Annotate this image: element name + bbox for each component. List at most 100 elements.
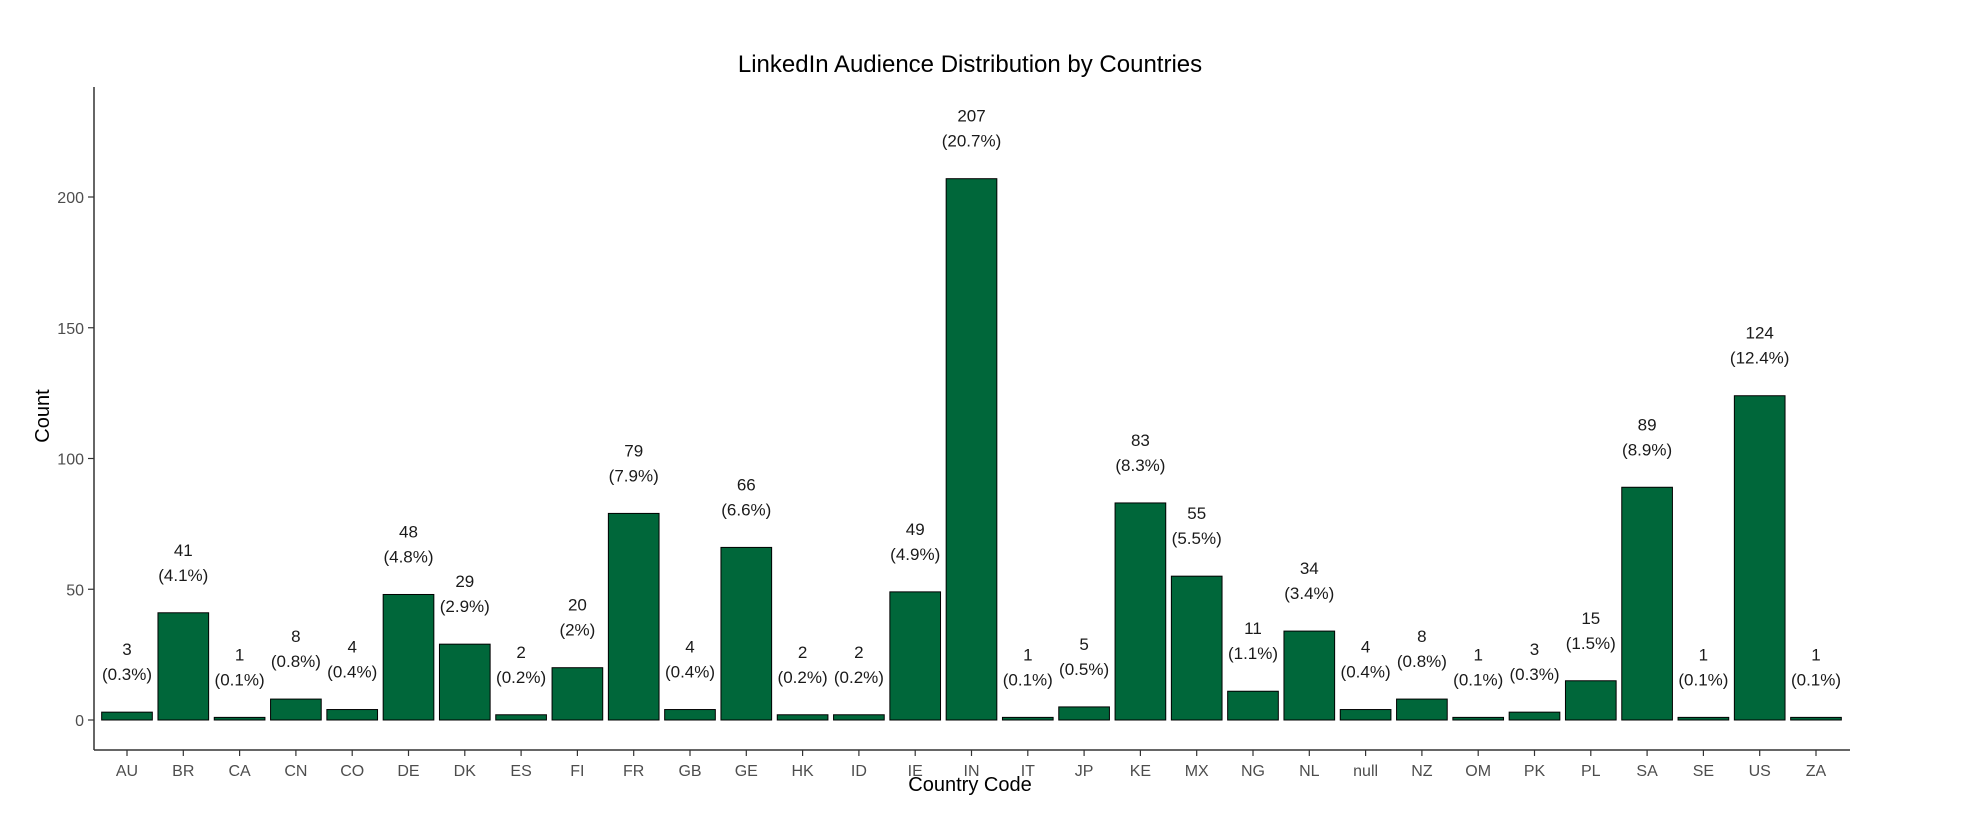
bar-PL bbox=[1564, 680, 1617, 721]
bar-KE bbox=[1114, 502, 1167, 721]
bar-GB bbox=[664, 709, 716, 721]
x-tick-label-HK: HK bbox=[791, 763, 814, 780]
value-label-NL: 34 bbox=[1300, 559, 1319, 578]
percent-label-NG: (1.1%) bbox=[1228, 644, 1278, 663]
percent-label-GB: (0.4%) bbox=[665, 663, 715, 682]
x-tick-label-ID: ID bbox=[851, 763, 867, 780]
y-tick-label-150: 150 bbox=[57, 321, 84, 338]
percent-label-DE: (4.8%) bbox=[383, 547, 433, 566]
bar-ID bbox=[833, 714, 885, 721]
percent-label-CO: (0.4%) bbox=[327, 663, 377, 682]
x-tick-label-GB: GB bbox=[678, 763, 701, 780]
percent-label-AU: (0.3%) bbox=[102, 665, 152, 684]
bar-GE bbox=[720, 546, 773, 721]
x-axis-title: Country Code bbox=[908, 774, 1031, 796]
bar-MX bbox=[1170, 575, 1223, 721]
bar-OM bbox=[1452, 716, 1505, 721]
bar-NL bbox=[1283, 630, 1336, 721]
bar-NZ bbox=[1396, 698, 1448, 721]
axes-layer: AU BR CA CN CO DE DK ES FI FR GB GE HK ID IE IN IT JP KE MX… bbox=[57, 87, 1850, 780]
percent-label-PL: (1.5%) bbox=[1566, 634, 1616, 653]
y-tick-label-50: 50 bbox=[66, 582, 84, 599]
value-label-DK: 29 bbox=[455, 572, 474, 591]
x-tick-label-BR: BR bbox=[172, 763, 194, 780]
percent-label-JP: (0.5%) bbox=[1059, 660, 1109, 679]
percent-label-CA: (0.1%) bbox=[215, 670, 265, 689]
percent-label-IT: (0.1%) bbox=[1003, 670, 1053, 689]
bar-BR bbox=[157, 612, 210, 721]
percent-label-HK: (0.2%) bbox=[778, 668, 828, 687]
x-tick-label-US: US bbox=[1749, 763, 1771, 780]
value-label-PK: 3 bbox=[1530, 640, 1539, 659]
percent-label-PK: (0.3%) bbox=[1509, 665, 1559, 684]
value-label-IT: 1 bbox=[1023, 645, 1032, 664]
x-tick-label-NG: NG bbox=[1241, 763, 1265, 780]
percent-label-CN: (0.8%) bbox=[271, 652, 321, 671]
value-label-CO: 4 bbox=[347, 638, 356, 657]
value-label-PL: 15 bbox=[1581, 609, 1600, 628]
bar-CO bbox=[326, 709, 379, 721]
bar-null bbox=[1339, 709, 1392, 721]
x-tick-label-FI: FI bbox=[570, 763, 584, 780]
x-tick-label-MX: MX bbox=[1185, 763, 1209, 780]
value-label-ZA: 1 bbox=[1811, 645, 1820, 664]
value-label-CN: 8 bbox=[291, 627, 300, 646]
percent-label-SE: (0.1%) bbox=[1678, 670, 1728, 689]
percent-label-NL: (3.4%) bbox=[1284, 584, 1334, 603]
value-label-BR: 41 bbox=[174, 541, 193, 560]
value-label-GB: 4 bbox=[685, 638, 694, 657]
x-tick-label-PK: PK bbox=[1524, 763, 1546, 780]
x-tick-label-DE: DE bbox=[397, 763, 419, 780]
bar-AU bbox=[101, 711, 153, 721]
bar-SA bbox=[1621, 486, 1673, 721]
value-label-MX: 55 bbox=[1187, 504, 1206, 523]
x-tick-label-NZ: NZ bbox=[1411, 763, 1433, 780]
bar-ES bbox=[495, 714, 547, 721]
percent-label-IE: (4.9%) bbox=[890, 545, 940, 564]
bar-FI bbox=[551, 667, 604, 721]
bar-DE bbox=[382, 593, 435, 721]
x-tick-label-OM: OM bbox=[1465, 763, 1491, 780]
value-label-ID: 2 bbox=[854, 643, 863, 662]
value-label-JP: 5 bbox=[1079, 635, 1088, 654]
bar-CA bbox=[213, 716, 266, 721]
x-tick-label-DK: DK bbox=[454, 763, 477, 780]
x-tick-label-CA: CA bbox=[228, 763, 251, 780]
data-labels-layer: 3(0.3%)41(4.1%)1(0.1%)8(0.8%)4(0.4%)48(4… bbox=[102, 107, 1841, 690]
bar-IE bbox=[889, 591, 942, 721]
value-label-US: 124 bbox=[1746, 324, 1774, 343]
bar-FR bbox=[607, 512, 660, 721]
x-tick-label-IN: IN bbox=[964, 763, 980, 780]
x-tick-label-CN: CN bbox=[284, 763, 307, 780]
percent-label-FI: (2%) bbox=[559, 621, 595, 640]
value-label-ES: 2 bbox=[516, 643, 525, 662]
x-tick-label-CO: CO bbox=[340, 763, 364, 780]
percent-label-ES: (0.2%) bbox=[496, 668, 546, 687]
percent-label-ZA: (0.1%) bbox=[1791, 670, 1841, 689]
x-tick-label-GE: GE bbox=[735, 763, 758, 780]
value-label-NG: 11 bbox=[1244, 619, 1262, 638]
x-tick-label-AU: AU bbox=[116, 763, 138, 780]
y-tick-label-200: 200 bbox=[57, 190, 84, 207]
percent-label-GE: (6.6%) bbox=[721, 500, 771, 519]
percent-label-MX: (5.5%) bbox=[1172, 529, 1222, 548]
value-label-SA: 89 bbox=[1638, 415, 1657, 434]
x-tick-label-KE: KE bbox=[1130, 763, 1151, 780]
y-tick-label-100: 100 bbox=[57, 452, 84, 469]
percent-label-BR: (4.1%) bbox=[158, 566, 208, 585]
value-label-OM: 1 bbox=[1473, 645, 1482, 664]
percent-label-NZ: (0.8%) bbox=[1397, 652, 1447, 671]
x-tick-label-SE: SE bbox=[1693, 763, 1714, 780]
percent-label-FR: (7.9%) bbox=[609, 466, 659, 485]
percent-label-US: (12.4%) bbox=[1730, 349, 1790, 368]
bar-US bbox=[1733, 395, 1786, 721]
bar-IT bbox=[1001, 716, 1054, 721]
value-label-FR: 79 bbox=[624, 441, 643, 460]
x-tick-label-NL: NL bbox=[1299, 763, 1320, 780]
percent-label-DK: (2.9%) bbox=[440, 597, 490, 616]
value-label-GE: 66 bbox=[737, 475, 756, 494]
value-label-DE: 48 bbox=[399, 522, 418, 541]
chart-title: LinkedIn Audience Distribution by Countr… bbox=[738, 51, 1202, 78]
